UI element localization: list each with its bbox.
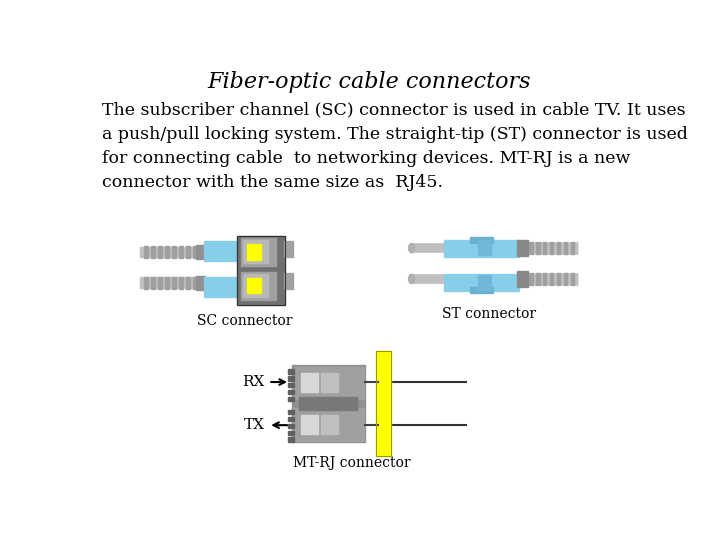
Bar bbox=[376, 351, 392, 456]
Bar bbox=[543, 273, 546, 285]
Bar bbox=[151, 246, 155, 258]
Bar bbox=[376, 351, 392, 456]
Bar bbox=[293, 367, 364, 399]
Bar bbox=[522, 273, 526, 285]
Bar bbox=[543, 242, 546, 254]
Text: MT-RJ connector: MT-RJ connector bbox=[293, 456, 410, 470]
Bar bbox=[158, 276, 162, 289]
Bar bbox=[289, 376, 294, 381]
Bar bbox=[196, 245, 205, 259]
Bar bbox=[289, 390, 294, 394]
Bar bbox=[186, 276, 190, 289]
Bar bbox=[528, 273, 533, 285]
Bar bbox=[289, 410, 294, 414]
Bar bbox=[289, 437, 294, 442]
Bar bbox=[186, 246, 190, 258]
Bar bbox=[140, 278, 199, 288]
Bar bbox=[444, 240, 518, 256]
Bar bbox=[193, 276, 197, 289]
Bar bbox=[293, 408, 364, 441]
Bar bbox=[536, 242, 539, 254]
Bar bbox=[204, 276, 246, 296]
Bar bbox=[289, 397, 294, 401]
Bar bbox=[243, 240, 269, 264]
Bar bbox=[549, 273, 554, 285]
Bar bbox=[522, 242, 526, 254]
Bar bbox=[292, 365, 365, 442]
Bar bbox=[289, 369, 294, 374]
Bar bbox=[570, 242, 575, 254]
Bar bbox=[289, 417, 294, 421]
Bar bbox=[469, 237, 493, 244]
Bar bbox=[284, 273, 293, 289]
Bar bbox=[557, 242, 560, 254]
Bar bbox=[172, 276, 176, 289]
Text: TX: TX bbox=[243, 418, 264, 432]
Bar bbox=[289, 383, 294, 387]
Bar bbox=[140, 247, 199, 257]
Text: SC connector: SC connector bbox=[197, 314, 293, 327]
Bar bbox=[570, 273, 575, 285]
Bar bbox=[165, 276, 169, 289]
Ellipse shape bbox=[408, 244, 415, 253]
Bar bbox=[301, 415, 318, 434]
Bar bbox=[284, 241, 293, 256]
Bar bbox=[241, 238, 276, 266]
Bar bbox=[289, 430, 294, 435]
Bar bbox=[241, 272, 276, 300]
Text: The subscriber channel (SC) connector is used in cable TV. It uses
a push/pull l: The subscriber channel (SC) connector is… bbox=[102, 102, 688, 191]
Bar bbox=[477, 275, 484, 291]
Bar bbox=[536, 273, 539, 285]
Bar bbox=[151, 276, 155, 289]
Bar bbox=[144, 276, 148, 289]
Bar bbox=[301, 373, 318, 392]
Bar bbox=[179, 246, 183, 258]
Bar bbox=[248, 244, 261, 260]
Text: RX: RX bbox=[242, 375, 264, 389]
Text: ST connector: ST connector bbox=[442, 307, 536, 321]
Bar bbox=[321, 373, 338, 392]
Bar bbox=[528, 242, 533, 254]
Bar bbox=[477, 240, 484, 255]
Bar bbox=[165, 246, 169, 258]
Bar bbox=[179, 276, 183, 289]
Bar bbox=[485, 275, 492, 291]
Bar bbox=[238, 236, 285, 305]
Bar bbox=[193, 246, 197, 258]
Bar bbox=[196, 276, 205, 289]
Bar bbox=[564, 242, 567, 254]
Bar bbox=[300, 397, 357, 410]
Bar bbox=[158, 246, 162, 258]
Bar bbox=[144, 246, 148, 258]
Bar bbox=[243, 274, 269, 298]
Text: Fiber-optic cable connectors: Fiber-optic cable connectors bbox=[207, 71, 531, 93]
Bar bbox=[248, 278, 261, 294]
Bar bbox=[172, 246, 176, 258]
Bar bbox=[549, 242, 554, 254]
Bar bbox=[238, 236, 285, 305]
Bar bbox=[564, 273, 567, 285]
Bar bbox=[204, 241, 246, 261]
Bar bbox=[517, 240, 528, 256]
Bar bbox=[321, 415, 338, 434]
Bar bbox=[557, 273, 560, 285]
Ellipse shape bbox=[408, 274, 415, 284]
Bar bbox=[517, 271, 528, 287]
Bar bbox=[289, 423, 294, 428]
Bar bbox=[469, 287, 493, 293]
Bar bbox=[444, 274, 518, 291]
Bar bbox=[485, 240, 492, 255]
